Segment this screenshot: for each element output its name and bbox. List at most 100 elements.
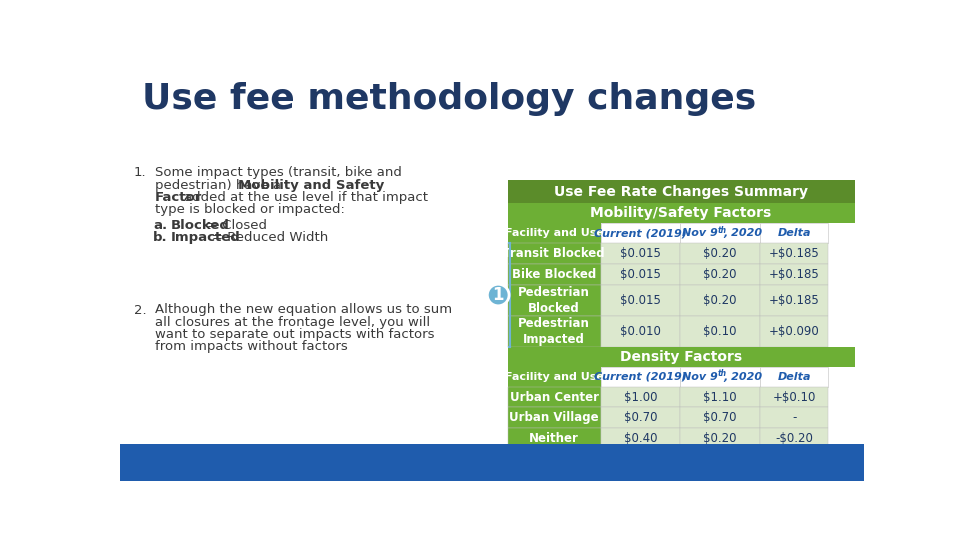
Bar bbox=[601, 387, 681, 408]
Text: Although the new equation allows us to sum: Although the new equation allows us to s… bbox=[155, 303, 452, 316]
Text: Blocked: Blocked bbox=[170, 219, 229, 232]
Text: Facility and Use: Facility and Use bbox=[505, 372, 604, 382]
Text: type is blocked or impacted:: type is blocked or impacted: bbox=[155, 204, 345, 217]
Text: , 2020: , 2020 bbox=[723, 228, 762, 239]
Text: Urban Village: Urban Village bbox=[509, 411, 599, 424]
Text: Neither: Neither bbox=[529, 432, 579, 445]
Text: Pedestrian
Blocked: Pedestrian Blocked bbox=[518, 286, 590, 315]
Bar bbox=[508, 367, 601, 387]
Text: Nov 9: Nov 9 bbox=[683, 372, 718, 382]
Text: Current (2019): Current (2019) bbox=[594, 228, 686, 239]
Text: Mobility/Safety Factors: Mobility/Safety Factors bbox=[590, 206, 772, 220]
Bar bbox=[760, 367, 828, 387]
Bar bbox=[681, 264, 760, 285]
Text: $0.20: $0.20 bbox=[704, 247, 737, 260]
Text: $0.20: $0.20 bbox=[704, 268, 737, 281]
Text: th: th bbox=[718, 226, 727, 235]
Bar bbox=[760, 285, 828, 316]
Text: City of Seattle: City of Seattle bbox=[738, 455, 851, 469]
Text: Impacted: Impacted bbox=[170, 231, 240, 244]
Bar bbox=[601, 224, 681, 244]
Bar bbox=[508, 244, 601, 264]
Bar bbox=[508, 180, 854, 204]
Text: +$0.185: +$0.185 bbox=[769, 268, 820, 281]
Text: a.: a. bbox=[154, 219, 167, 232]
Bar bbox=[760, 264, 828, 285]
Text: -: - bbox=[792, 411, 797, 424]
Bar bbox=[760, 244, 828, 264]
Text: Density Factors: Density Factors bbox=[620, 349, 742, 363]
Bar bbox=[760, 316, 828, 347]
Text: = Reduced Width: = Reduced Width bbox=[212, 231, 328, 244]
Text: th: th bbox=[718, 369, 727, 378]
Text: Delta: Delta bbox=[778, 372, 811, 382]
Bar bbox=[601, 285, 681, 316]
Text: Facility and Use: Facility and Use bbox=[505, 228, 604, 239]
Text: Use Fee Rate Changes Summary: Use Fee Rate Changes Summary bbox=[554, 185, 808, 199]
Bar bbox=[681, 408, 760, 428]
Text: +$0.185: +$0.185 bbox=[769, 247, 820, 260]
Text: Factor: Factor bbox=[155, 191, 203, 204]
Bar bbox=[508, 347, 854, 367]
Text: $0.015: $0.015 bbox=[620, 294, 660, 307]
Text: Bike Blocked: Bike Blocked bbox=[512, 268, 596, 281]
Text: want to separate out impacts with factors: want to separate out impacts with factor… bbox=[155, 328, 434, 341]
Bar bbox=[601, 264, 681, 285]
Bar bbox=[681, 285, 760, 316]
Text: $0.70: $0.70 bbox=[704, 411, 737, 424]
Text: 1: 1 bbox=[492, 286, 504, 304]
Bar bbox=[508, 224, 601, 244]
Text: $1.10: $1.10 bbox=[704, 390, 737, 403]
Text: 2.: 2. bbox=[134, 303, 147, 316]
Text: +$0.10: +$0.10 bbox=[773, 390, 816, 403]
Text: $0.010: $0.010 bbox=[620, 325, 660, 338]
Text: Urban Center: Urban Center bbox=[510, 390, 598, 403]
Bar bbox=[760, 224, 828, 244]
Text: Transit Blocked: Transit Blocked bbox=[503, 247, 605, 260]
Bar bbox=[508, 264, 601, 285]
Text: $0.20: $0.20 bbox=[704, 294, 737, 307]
Bar bbox=[120, 444, 864, 481]
Text: $0.70: $0.70 bbox=[624, 411, 658, 424]
Text: +$0.090: +$0.090 bbox=[769, 325, 820, 338]
Text: 10/26/20    Department of Transportation    38: 10/26/20 Department of Transportation 38 bbox=[135, 457, 394, 467]
Text: 1.: 1. bbox=[134, 166, 147, 179]
Bar bbox=[508, 204, 854, 224]
Bar bbox=[508, 387, 601, 408]
Bar bbox=[601, 367, 681, 387]
Text: $0.015: $0.015 bbox=[620, 268, 660, 281]
Text: +$0.185: +$0.185 bbox=[769, 294, 820, 307]
Text: from impacts without factors: from impacts without factors bbox=[155, 340, 348, 354]
Text: Pedestrian
Impacted: Pedestrian Impacted bbox=[518, 317, 590, 346]
Text: , 2020: , 2020 bbox=[723, 372, 762, 382]
Bar bbox=[681, 224, 760, 244]
Bar bbox=[681, 387, 760, 408]
Bar bbox=[760, 408, 828, 428]
Text: $0.40: $0.40 bbox=[624, 432, 658, 445]
Text: = Closed: = Closed bbox=[206, 219, 267, 232]
Bar bbox=[601, 428, 681, 449]
Text: -$0.20: -$0.20 bbox=[776, 432, 813, 445]
Bar bbox=[760, 387, 828, 408]
Text: pedestrian) have a: pedestrian) have a bbox=[155, 179, 285, 192]
Text: b.: b. bbox=[154, 231, 168, 244]
Text: Some impact types (transit, bike and: Some impact types (transit, bike and bbox=[155, 166, 401, 179]
Text: $0.10: $0.10 bbox=[704, 325, 737, 338]
Bar bbox=[508, 316, 601, 347]
Circle shape bbox=[488, 284, 509, 306]
Bar bbox=[508, 285, 601, 316]
Text: $0.20: $0.20 bbox=[704, 432, 737, 445]
Text: $1.00: $1.00 bbox=[624, 390, 658, 403]
Text: Nov 9: Nov 9 bbox=[683, 228, 718, 239]
Bar bbox=[601, 408, 681, 428]
Text: added at the use level if that impact: added at the use level if that impact bbox=[183, 191, 427, 204]
Text: Use fee methodology changes: Use fee methodology changes bbox=[142, 82, 756, 116]
Bar bbox=[681, 367, 760, 387]
Bar bbox=[601, 316, 681, 347]
Text: Current (2019): Current (2019) bbox=[594, 372, 686, 382]
Text: $0.015: $0.015 bbox=[620, 247, 660, 260]
Bar bbox=[681, 316, 760, 347]
Bar bbox=[681, 428, 760, 449]
Text: all closures at the frontage level, you will: all closures at the frontage level, you … bbox=[155, 316, 430, 329]
Bar bbox=[601, 244, 681, 264]
